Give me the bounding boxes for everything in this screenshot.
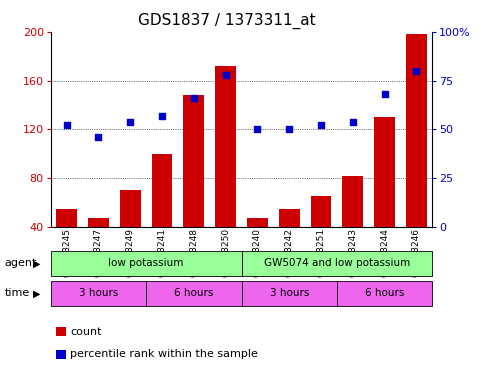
Bar [51, 281, 146, 306]
Text: ▶: ▶ [32, 288, 40, 298]
Point [317, 123, 325, 129]
Point [381, 91, 388, 97]
Text: low potassium: low potassium [108, 258, 184, 268]
Point [127, 118, 134, 124]
Text: ▶: ▶ [32, 258, 40, 268]
Bar [120, 190, 141, 276]
Point [349, 118, 356, 124]
Bar [406, 34, 426, 276]
Text: time: time [5, 288, 30, 298]
Text: 3 hours: 3 hours [270, 288, 309, 298]
Bar [337, 281, 432, 306]
Bar [279, 209, 299, 276]
Bar [311, 196, 331, 276]
Text: 6 hours: 6 hours [365, 288, 404, 298]
Bar [51, 251, 242, 276]
Text: count: count [70, 327, 101, 337]
Text: 3 hours: 3 hours [79, 288, 118, 298]
Point [285, 126, 293, 132]
Text: GDS1837 / 1373311_at: GDS1837 / 1373311_at [138, 13, 316, 29]
Point [190, 95, 198, 101]
Bar [215, 66, 236, 276]
Bar [342, 176, 363, 276]
Point [254, 126, 261, 132]
Point [95, 134, 102, 140]
Point [63, 123, 71, 129]
Text: 6 hours: 6 hours [174, 288, 213, 298]
Bar [184, 95, 204, 276]
Bar [242, 251, 432, 276]
Bar [374, 117, 395, 276]
Text: percentile rank within the sample: percentile rank within the sample [70, 350, 258, 359]
Text: agent: agent [5, 258, 37, 268]
Point [412, 68, 420, 74]
Bar [146, 281, 242, 306]
Bar [88, 218, 109, 276]
Bar [247, 218, 268, 276]
Point [158, 113, 166, 119]
Text: GW5074 and low potassium: GW5074 and low potassium [264, 258, 410, 268]
Bar [57, 209, 77, 276]
Bar [152, 154, 172, 276]
Bar [242, 281, 337, 306]
Point [222, 72, 229, 78]
